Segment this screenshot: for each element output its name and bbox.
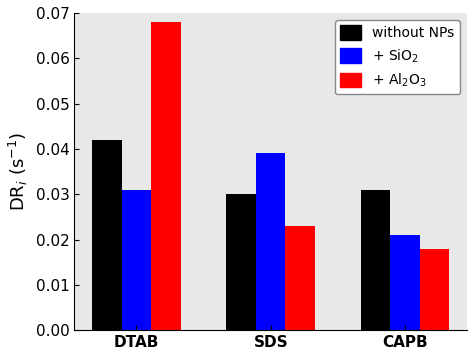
Bar (92, 140, 122, 330)
Bar (256, 154, 285, 330)
Y-axis label: DR$_i$ (s$^{-1}$): DR$_i$ (s$^{-1}$) (7, 132, 30, 211)
Bar (122, 190, 151, 330)
Bar (419, 248, 449, 330)
Bar (227, 194, 256, 330)
Bar (151, 22, 181, 330)
Legend: without NPs, + SiO$_2$, + Al$_2$O$_3$: without NPs, + SiO$_2$, + Al$_2$O$_3$ (335, 20, 460, 95)
Bar (285, 226, 315, 330)
Bar (390, 235, 419, 330)
Bar (361, 190, 390, 330)
